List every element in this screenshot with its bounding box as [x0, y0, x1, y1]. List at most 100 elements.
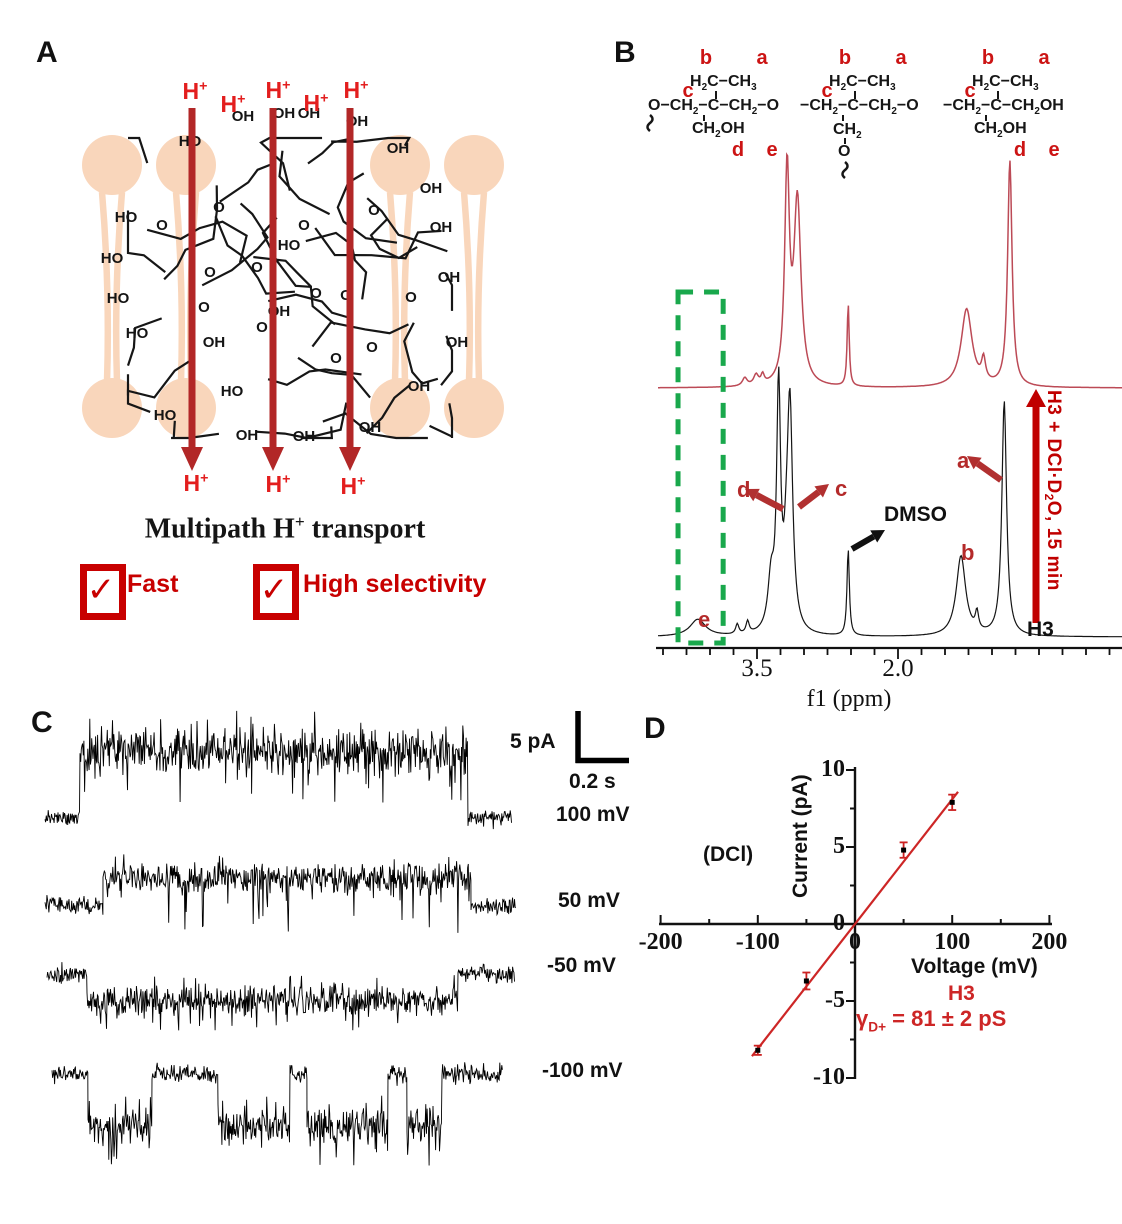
mesh-line [311, 321, 409, 348]
squiggle-bond [841, 161, 849, 179]
mesh-line [429, 403, 454, 438]
mesh-hydroxyl-label: OH [359, 419, 382, 436]
lipid-head [156, 135, 216, 195]
mesh-hydroxyl-label: OH [236, 427, 259, 444]
iv-data-point [901, 847, 907, 853]
mesh-hydroxyl-label: O [156, 217, 168, 234]
mesh-hydroxyl-label: HO [101, 250, 124, 267]
lipid-tail [172, 191, 186, 383]
lipid-head [370, 378, 430, 438]
mesh-hydroxyl-label: OH [430, 219, 453, 236]
mesh-hydroxyl-label: O [366, 339, 378, 356]
mesh-line [128, 136, 149, 164]
mesh-line [444, 273, 454, 311]
current-trace [46, 962, 515, 1031]
mesh-line [314, 227, 442, 260]
peak-arrow-a-shaft [975, 460, 1003, 483]
mesh-hydroxyl-label: O [368, 202, 380, 219]
current-trace [44, 710, 512, 830]
peak-arrow-d-shaft [754, 492, 785, 512]
mesh-hydroxyl-label: OH [446, 334, 469, 351]
peak-arrow-c-head [814, 484, 829, 498]
iv-data-point [755, 1047, 761, 1053]
iv-data-point [949, 799, 955, 805]
mesh-line [369, 218, 418, 260]
lipid-head [82, 378, 142, 438]
mesh-line [163, 185, 219, 281]
lipid-tail [98, 191, 112, 383]
nmr-trace [658, 152, 1122, 389]
mesh-line [440, 335, 454, 386]
mesh-hydroxyl-label: O [213, 199, 225, 216]
dmso-arrow-shaft [850, 533, 876, 552]
peak-arrow-d-head [745, 488, 760, 502]
mesh-line [126, 317, 163, 366]
mesh-line [268, 293, 351, 319]
mesh-hydroxyl-label: HO [278, 237, 301, 254]
peak-arrow-c-shaft [797, 489, 821, 510]
mesh-hydroxyl-label: HO [126, 325, 149, 342]
mesh-hydroxyl-label: OH [387, 140, 410, 157]
proton-arrow-head [339, 447, 361, 471]
mesh-hydroxyl-label: OH [293, 428, 316, 445]
mesh-line [259, 136, 323, 191]
mesh-line [146, 220, 248, 263]
mesh-hydroxyl-label: OH [408, 378, 431, 395]
current-trace [51, 1062, 503, 1166]
mesh-line [322, 412, 428, 440]
dmso-arrow-head [870, 530, 885, 543]
highlight-box [675, 289, 726, 646]
mesh-hydroxyl-label: HO [107, 290, 130, 307]
mesh-hydroxyl-label: O [405, 289, 417, 306]
mesh-line [302, 426, 334, 440]
proton-arrow-head [181, 447, 203, 471]
lipid-head [82, 135, 142, 195]
mesh-hydroxyl-label: HO [154, 407, 177, 424]
mesh-hydroxyl-label: OH [232, 108, 255, 125]
mesh-line [365, 384, 411, 435]
mesh-hydroxyl-label: HO [115, 209, 138, 226]
mesh-hydroxyl-label: O [298, 217, 310, 234]
mesh-line [214, 215, 295, 295]
lipid-tail [474, 191, 488, 383]
mesh-hydroxyl-label: O [256, 319, 268, 336]
mesh-line [366, 197, 448, 253]
squiggle-bond [646, 114, 654, 132]
mesh-hydroxyl-label: O [204, 264, 216, 281]
reaction-arrow-head [1026, 389, 1046, 407]
mesh-hydroxyl-label: O [310, 285, 322, 302]
mesh-line [297, 356, 371, 399]
mesh-hydroxyl-label: O [251, 259, 263, 276]
peak-arrow-a-head [967, 456, 982, 470]
lipid-tail [400, 191, 414, 383]
nmr-trace [658, 366, 1122, 638]
mesh-line [126, 210, 166, 273]
mesh-hydroxyl-label: OH [298, 105, 321, 122]
lipid-tail [386, 191, 400, 383]
iv-data-point [803, 978, 809, 984]
lipid-head [370, 135, 430, 195]
mesh-line [267, 368, 362, 387]
mesh-line [403, 322, 439, 385]
mesh-hydroxyl-label: O [330, 350, 342, 367]
lipid-head [444, 378, 504, 438]
lipid-tail [112, 191, 126, 383]
mesh-hydroxyl-label: O [198, 299, 210, 316]
mesh-hydroxyl-label: HO [221, 383, 244, 400]
mesh-hydroxyl-label: OH [438, 269, 461, 286]
mesh-hydroxyl-label: OH [273, 105, 296, 122]
lipid-head [444, 135, 504, 195]
mesh-line [219, 162, 275, 203]
mesh-line [253, 255, 336, 326]
mesh-line [201, 202, 269, 287]
mesh-line [126, 374, 151, 413]
mesh-hydroxyl-label: OH [203, 334, 226, 351]
current-trace [44, 854, 516, 933]
lipid-head [156, 378, 216, 438]
iv-fit-line [751, 791, 959, 1057]
proton-arrow-head [262, 447, 284, 471]
lipid-tail [460, 191, 474, 383]
mesh-hydroxyl-label: OH [420, 180, 443, 197]
